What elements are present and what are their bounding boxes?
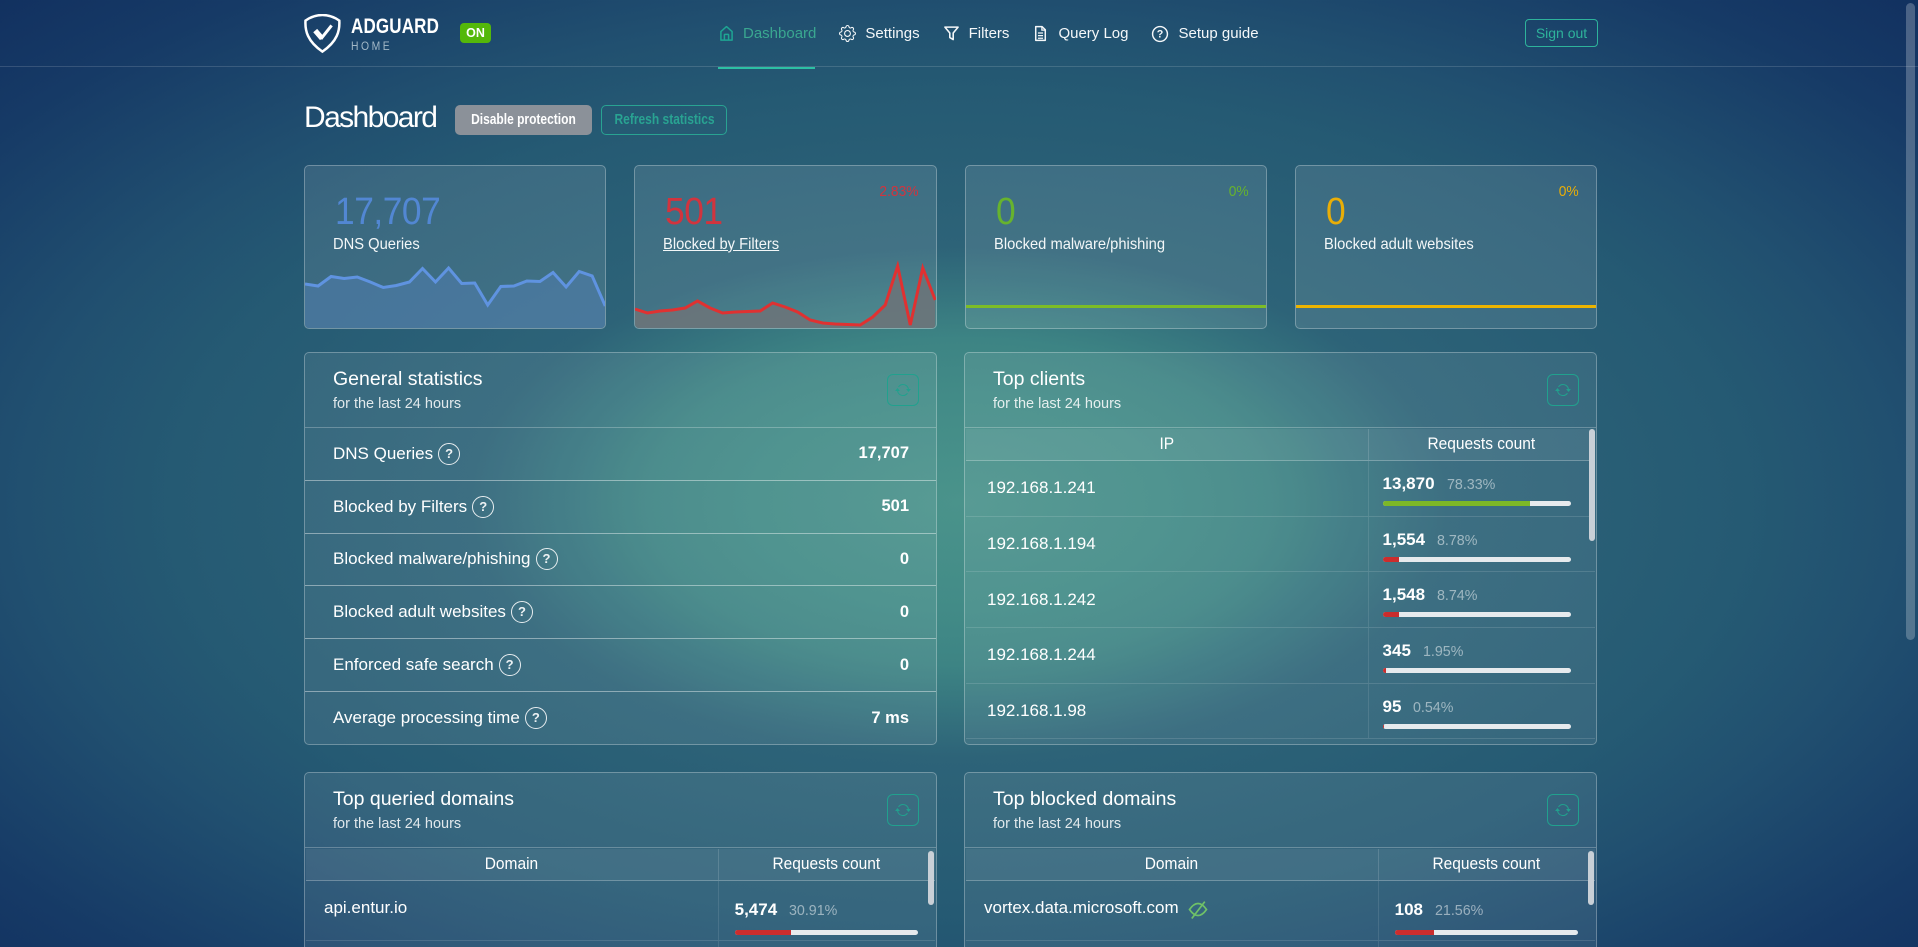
- svg-text:?: ?: [1157, 28, 1164, 40]
